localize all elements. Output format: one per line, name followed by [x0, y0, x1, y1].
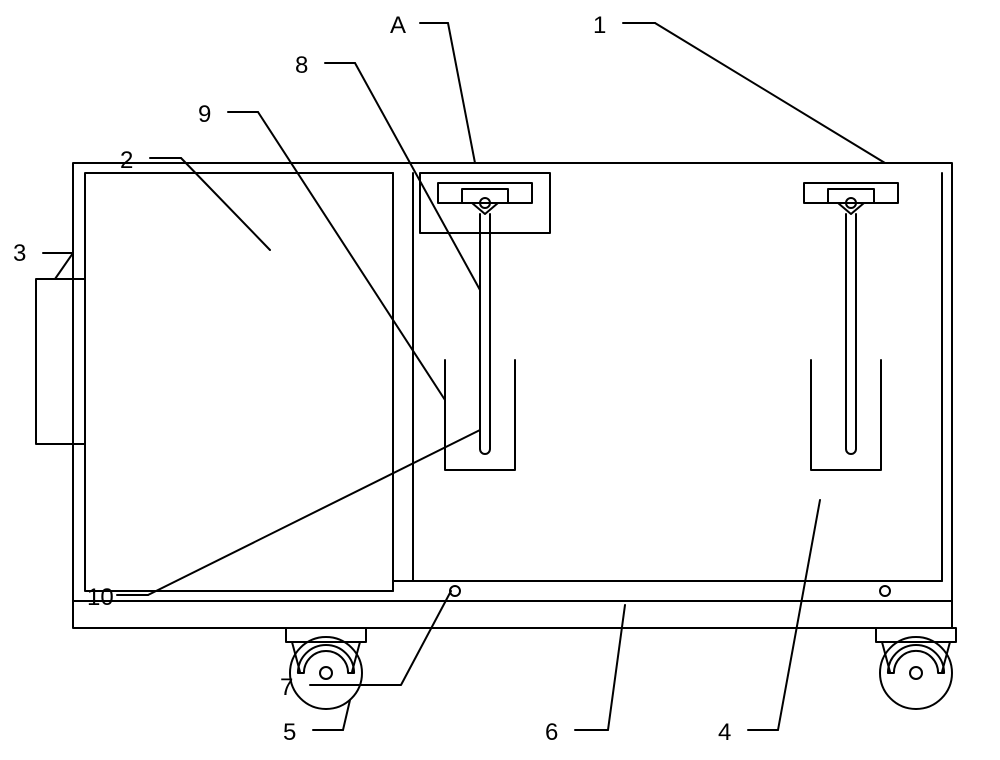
callout-n6-leader — [608, 605, 625, 730]
label-n8: 8 — [295, 52, 308, 79]
top-rail-inner-b — [828, 189, 874, 203]
side-panel — [36, 279, 85, 444]
label-A: A — [390, 12, 406, 39]
label-n3: 3 — [13, 240, 26, 267]
top-rail-b — [804, 183, 898, 203]
callout-n10-leader — [148, 430, 480, 595]
top-rail-a — [438, 183, 532, 203]
callout-n1-leader — [655, 23, 885, 163]
callout-n9-leader — [258, 112, 445, 400]
left-compartment — [85, 173, 393, 591]
outer-housing — [73, 163, 952, 601]
caster-left-bracket-top — [286, 628, 366, 642]
label-n1: 1 — [593, 12, 606, 39]
label-n6: 6 — [545, 719, 558, 746]
callout-A-leader — [448, 23, 475, 163]
cup-b-slot — [846, 396, 856, 454]
caster-left-cover — [298, 645, 354, 673]
top-rail-inner-a — [462, 189, 508, 203]
label-n7: 7 — [280, 674, 293, 701]
callout-n3-leader — [55, 253, 73, 279]
callout-n2-leader — [181, 158, 270, 250]
label-n4: 4 — [718, 719, 731, 746]
label-n9: 9 — [198, 101, 211, 128]
callout-n4-leader — [778, 500, 820, 730]
caster-right-cover — [888, 645, 944, 673]
caster-right-bracket-top — [876, 628, 956, 642]
callout-n8-leader — [355, 63, 480, 290]
label-n2: 2 — [120, 147, 133, 174]
base-slab — [73, 601, 952, 628]
caster-left-hub — [320, 667, 332, 679]
label-n5: 5 — [283, 719, 296, 746]
callout-n7-leader — [343, 591, 451, 685]
label-n10: 10 — [87, 584, 114, 611]
cup-a-slot — [480, 396, 490, 454]
floor-pivot-b — [880, 586, 890, 596]
caster-right-hub — [910, 667, 922, 679]
